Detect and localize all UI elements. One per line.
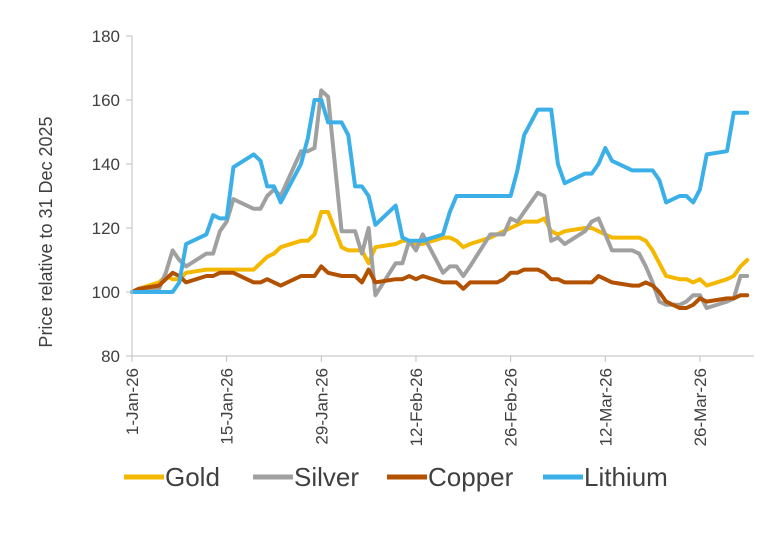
legend-label-gold: Gold — [165, 462, 220, 492]
y-tick-label: 120 — [92, 219, 120, 238]
x-tick-label: 26-Feb-26 — [502, 368, 521, 446]
legend: Gold Silver Copper Lithium — [124, 462, 668, 492]
legend-label-silver: Silver — [294, 462, 359, 492]
series-line-silver — [130, 88, 750, 310]
legend-label-copper: Copper — [428, 462, 514, 492]
series-line-gold — [130, 210, 750, 294]
x-axis: 1-Jan-26 15-Jan-26 29-Jan-26 12-Feb-26 26-Fe… — [123, 355, 754, 446]
x-tick-label: 12-Feb-26 — [407, 368, 426, 446]
series-line-copper — [130, 264, 750, 310]
y-tick-label: 140 — [92, 155, 120, 174]
series-line-lithium — [130, 98, 750, 294]
y-tick-label: 160 — [92, 91, 120, 110]
x-tick-label: 12-Mar-26 — [596, 368, 615, 446]
x-tick-label: 26-Mar-26 — [691, 368, 710, 446]
y-tick-label: 80 — [101, 347, 120, 366]
y-axis-label: Price relative to 31 Dec 2025 — [36, 116, 56, 347]
plot-area — [130, 88, 750, 310]
x-tick-label: 29-Jan-26 — [312, 368, 331, 445]
y-tick-label: 180 — [92, 27, 120, 46]
y-axis: 80 100 120 140 160 180 — [92, 27, 133, 366]
x-tick-label: 1-Jan-26 — [123, 368, 142, 435]
y-tick-label: 100 — [92, 283, 120, 302]
legend-label-lithium: Lithium — [584, 462, 668, 492]
x-tick-label: 15-Jan-26 — [218, 368, 237, 445]
